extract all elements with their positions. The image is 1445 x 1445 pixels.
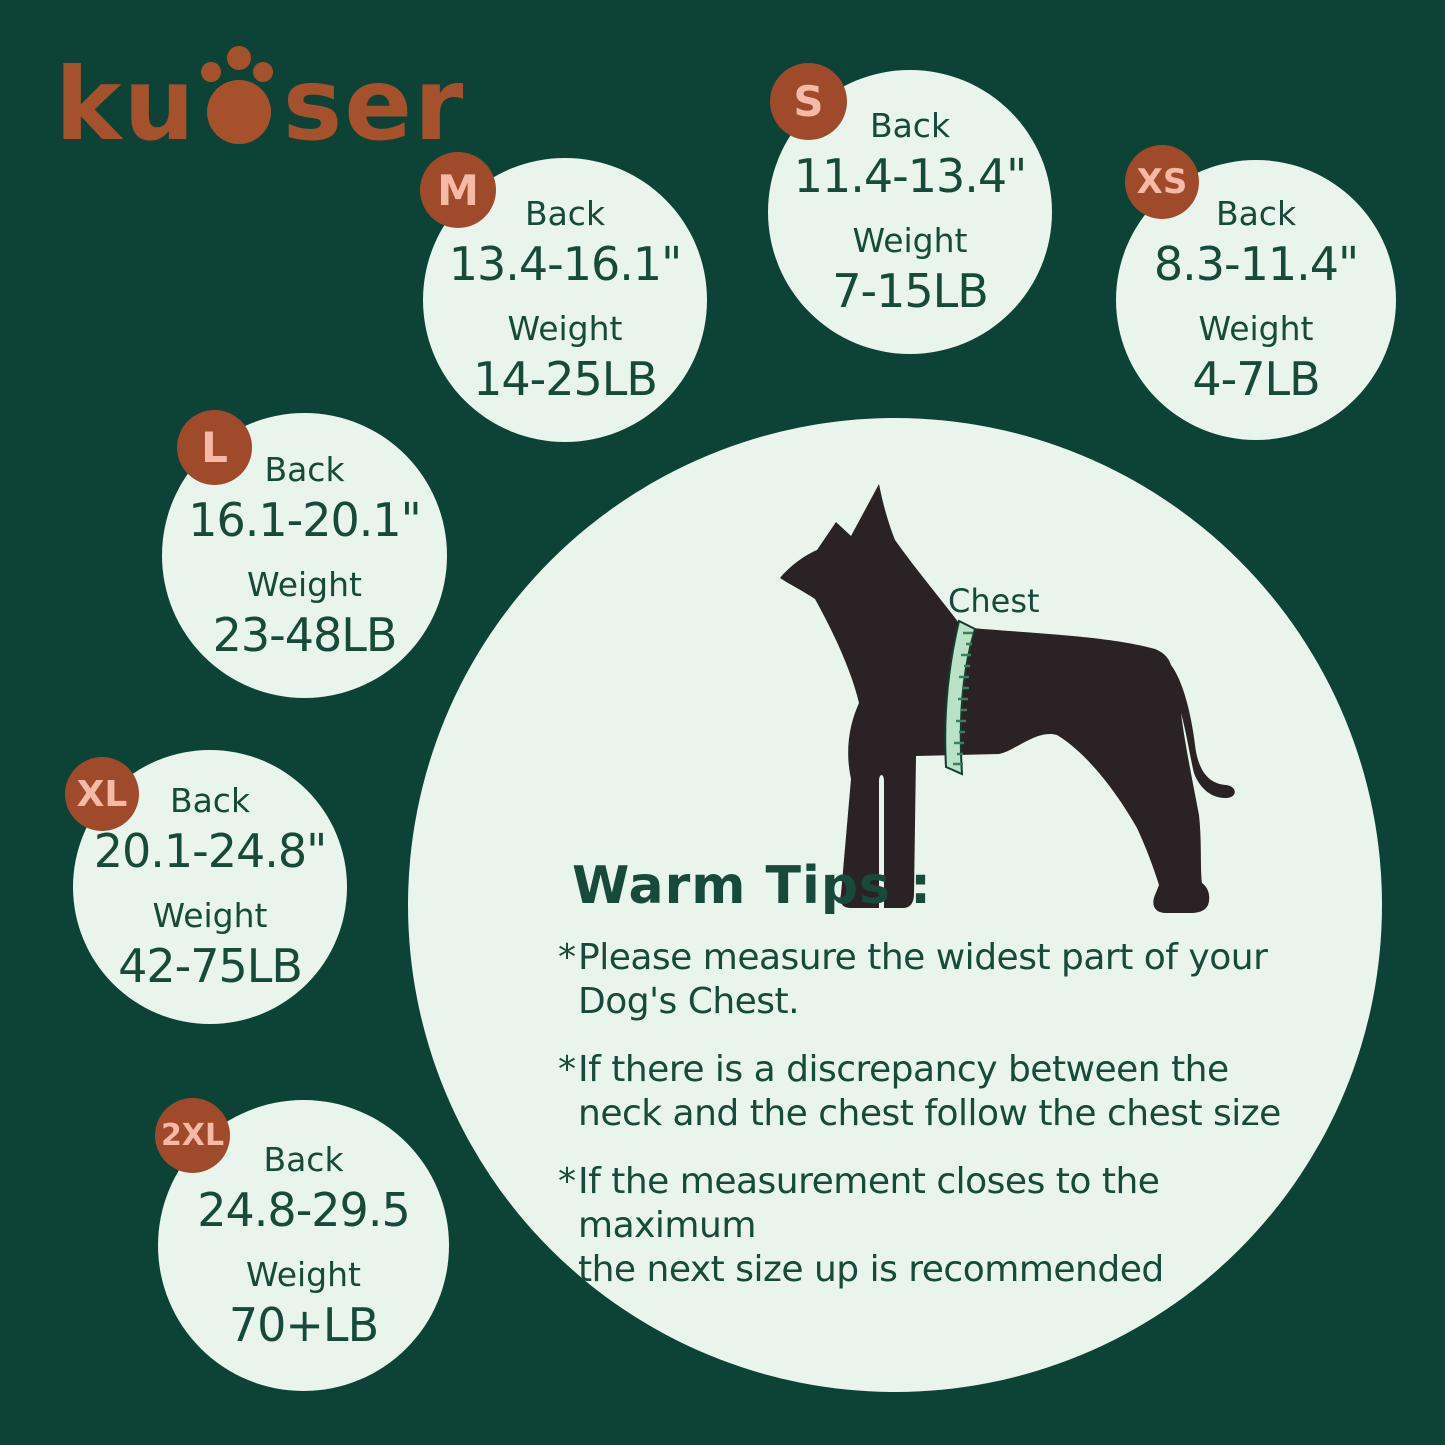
back-label: Back <box>524 194 606 233</box>
dog-silhouette <box>780 484 1235 913</box>
weight-value: 14-25LB <box>473 352 658 406</box>
tip-bullet: * <box>558 1049 576 1090</box>
size-badge-xl: XL <box>65 757 139 831</box>
warm-tips-title: Warm Tips : <box>572 856 932 916</box>
back-value: 20.1-24.8" <box>93 824 328 878</box>
tip-text: If the measurement closes to the maximum… <box>578 1161 1164 1290</box>
logo-text-prefix: ku <box>55 46 197 163</box>
tip-item: * If there is a discrepancy between the … <box>558 1048 1282 1136</box>
back-label: Back <box>1215 194 1297 233</box>
warm-tips-list: * Please measure the widest part of your… <box>558 936 1282 1316</box>
tape-ticks <box>953 631 973 766</box>
weight-label: Weight <box>247 564 362 604</box>
chest-label: Chest <box>948 582 1040 620</box>
weight-value: 23-48LB <box>212 607 398 662</box>
back-label: Back <box>263 1139 344 1179</box>
weight-label: Weight <box>1198 309 1314 348</box>
back-label: Back <box>264 449 345 489</box>
back-value: 13.4-16.1" <box>448 237 683 291</box>
size-badge-2xl: 2XL <box>155 1098 230 1173</box>
back-label: Back <box>869 106 951 145</box>
tip-item: * Please measure the widest part of your… <box>558 936 1282 1024</box>
weight-label: Weight <box>152 896 268 935</box>
tip-item: * If the measurement closes to the maxim… <box>558 1160 1282 1292</box>
size-badge-s: S <box>770 63 847 140</box>
back-value: 16.1-20.1" <box>188 492 422 547</box>
size-badge-xs: XS <box>1125 145 1199 219</box>
weight-value: 42-75LB <box>118 939 303 993</box>
weight-label: Weight <box>246 1254 361 1294</box>
tip-bullet: * <box>558 937 576 978</box>
weight-value: 4-7LB <box>1192 352 1320 406</box>
paw-icon <box>200 40 275 144</box>
tip-text: Please measure the widest part of your D… <box>578 937 1268 1022</box>
weight-value: 7-15LB <box>832 264 989 318</box>
back-label: Back <box>169 781 251 820</box>
back-value: 24.8-29.5 <box>197 1182 410 1237</box>
weight-label: Weight <box>852 221 968 260</box>
weight-label: Weight <box>507 309 623 348</box>
tip-bullet: * <box>558 1161 576 1202</box>
brand-logo: ku ser <box>55 40 465 160</box>
tip-text: If there is a discrepancy between the ne… <box>578 1049 1281 1134</box>
back-value: 8.3-11.4" <box>1153 237 1359 291</box>
back-value: 11.4-13.4" <box>793 149 1028 203</box>
size-badge-l: L <box>177 410 252 485</box>
weight-value: 70+LB <box>228 1297 379 1352</box>
logo-text-suffix: ser <box>282 46 466 163</box>
size-badge-m: M <box>420 152 496 228</box>
dog-body <box>780 484 1235 913</box>
